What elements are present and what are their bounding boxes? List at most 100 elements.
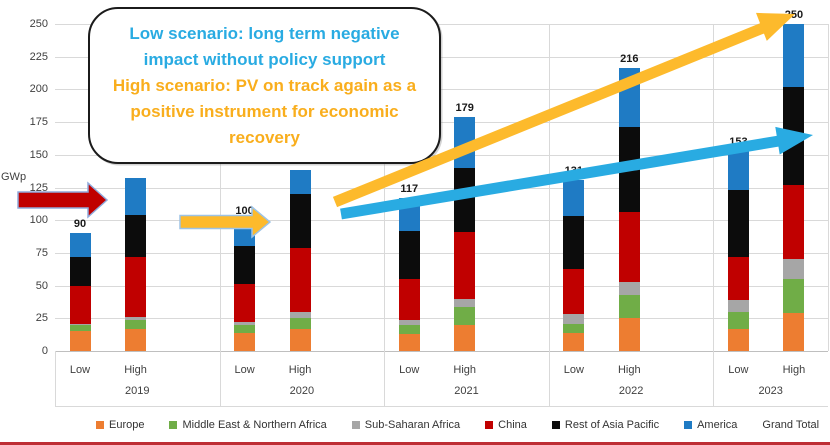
- gridline-125: [55, 187, 828, 189]
- legend-label: Europe: [109, 419, 145, 431]
- slide-footer-rule: [0, 442, 830, 445]
- red-block-arrow: [17, 181, 109, 219]
- x-label-year-2019: 2019: [125, 385, 150, 397]
- gridline-50: [55, 285, 828, 287]
- gridline-200: [55, 89, 828, 91]
- yellow-block-arrow-2020: [179, 205, 272, 239]
- bar-segment-2020-high-europe: [289, 328, 311, 351]
- bar-segment-2023-low-europe: [727, 328, 749, 351]
- bar-segment-2020-low-middle-east-northern-africa: [234, 324, 256, 333]
- axis-band-separator: [384, 351, 386, 406]
- grand-total-label-2021-low: 117: [400, 182, 419, 195]
- axis-band-separator: [55, 351, 56, 406]
- bar-segment-2021-low-europe: [398, 333, 420, 351]
- grand-total-label-2020-low: 100: [235, 205, 254, 218]
- legend-swatch: [551, 421, 560, 429]
- high-scenario-trend-arrowhead: [756, 12, 795, 41]
- bar-segment-2022-high-middle-east-northern-africa: [618, 294, 640, 319]
- bar-segment-2020-high-sub-saharan-africa: [289, 311, 311, 319]
- y-tick-label-50: 50: [35, 279, 48, 292]
- x-label-2019-low: Low: [69, 364, 91, 376]
- x-label-year-2023: 2023: [758, 385, 783, 397]
- legend-swatch: [169, 421, 178, 429]
- x-label-2022-low: Low: [563, 364, 584, 376]
- bar-segment-2022-low-china: [563, 268, 585, 315]
- legend-swatch: [96, 421, 104, 429]
- bar-segment-2022-low-europe: [563, 332, 585, 351]
- y-tick-label-125: 125: [29, 181, 48, 194]
- bar-segment-2021-low-middle-east-northern-africa: [398, 324, 420, 334]
- bar-segment-2020-high-rest-of-asia-pacific: [289, 194, 311, 248]
- bar-segment-2021-low-sub-saharan-africa: [398, 319, 420, 325]
- bar-segment-2023-high-america: [783, 24, 805, 87]
- bar-segment-2021-low-rest-of-asia-pacific: [398, 230, 420, 280]
- y-tick-label-225: 225: [29, 50, 48, 63]
- bar-segment-2022-high-sub-saharan-africa: [618, 281, 640, 295]
- x-label-2023-high: High: [782, 364, 806, 376]
- bar-segment-2019-low-china: [69, 285, 91, 324]
- x-label-year-2020: 2020: [289, 385, 315, 397]
- bar-segment-2021-low-china: [398, 279, 420, 320]
- chart-legend: Europe Middle East & Northern Africa Sub-S…: [96, 419, 819, 431]
- bar-segment-2022-low-middle-east-northern-africa: [563, 323, 585, 333]
- grand-total-label-2019-low: 90: [73, 218, 87, 231]
- legend-label: Middle East & Northern Africa: [182, 419, 327, 431]
- axis-band-bottom-border: [55, 406, 828, 407]
- x-label-2021-low: Low: [399, 364, 420, 376]
- scenario-callout-bubble: Low scenario: long term negative impact …: [88, 7, 441, 164]
- year-boundary-line: [548, 24, 550, 351]
- x-label-2023-low: Low: [728, 364, 749, 376]
- y-tick-label-175: 175: [29, 116, 48, 129]
- bar-segment-2019-high-rest-of-asia-pacific: [125, 214, 146, 257]
- bar-segment-2020-high-middle-east-northern-africa: [289, 318, 311, 329]
- legend-swatch: [684, 421, 693, 429]
- y-tick-label-25: 25: [35, 312, 48, 325]
- legend-swatch: [351, 421, 360, 429]
- y-tick-label-250: 250: [29, 18, 48, 30]
- axis-band-separator: [219, 351, 221, 406]
- grand-total-label-2022-high: 216: [620, 53, 639, 66]
- legend-label: America: [697, 419, 738, 431]
- bar-segment-2019-high-america: [125, 178, 146, 215]
- legend-swatch: [485, 421, 494, 429]
- gridline-25: [55, 318, 828, 320]
- bar-segment-2022-low-sub-saharan-africa: [563, 314, 585, 324]
- bar-segment-2023-low-middle-east-northern-africa: [727, 311, 749, 329]
- y-tick-label-200: 200: [29, 83, 48, 96]
- grand-total-label-2021-high: 179: [455, 101, 474, 114]
- callout-high-line-1: High scenario: PV on track again as a: [112, 75, 417, 95]
- bar-segment-2023-low-america: [727, 150, 749, 191]
- bar-segment-2022-low-america: [563, 179, 585, 217]
- bar-segment-2019-low-europe: [69, 331, 91, 351]
- y-tick-label-75: 75: [35, 246, 48, 259]
- gridline-0: [55, 351, 828, 352]
- callout-low-line-2: impact without policy support: [143, 49, 386, 69]
- bar-segment-2019-low-sub-saharan-africa: [69, 323, 91, 325]
- gridline-250: [55, 24, 828, 25]
- gridline-75: [55, 252, 828, 254]
- bar-segment-2023-high-europe: [783, 313, 805, 351]
- bar-segment-2021-high-sub-saharan-africa: [454, 298, 476, 307]
- legend-label: Sub-Saharan Africa: [364, 419, 461, 431]
- gridline-175: [55, 122, 828, 124]
- y-tick-label-100: 100: [29, 214, 48, 227]
- bar-segment-2023-low-china: [727, 256, 749, 300]
- x-label-2020-low: Low: [234, 364, 255, 376]
- legend-item-america: America: [684, 419, 737, 431]
- bar-segment-2021-high-china: [454, 231, 476, 299]
- y-tick-label-150: 150: [29, 148, 48, 161]
- legend-item-grand-total: Grand Total: [762, 419, 819, 431]
- year-boundary-line: [219, 24, 221, 351]
- bar-segment-2019-high-europe: [125, 328, 146, 351]
- axis-band-separator: [548, 351, 550, 406]
- bar-segment-2022-high-china: [618, 212, 640, 282]
- x-label-2022-high: High: [617, 364, 641, 376]
- gridline-100: [55, 220, 828, 222]
- bar-segment-2019-low-middle-east-northern-africa: [69, 324, 91, 332]
- bar-segment-2023-low-sub-saharan-africa: [727, 299, 749, 312]
- legend-label: Grand Total: [762, 419, 820, 431]
- bar-segment-2022-high-europe: [618, 318, 640, 351]
- callout-low-line-1: Low scenario: long term negative: [129, 23, 400, 43]
